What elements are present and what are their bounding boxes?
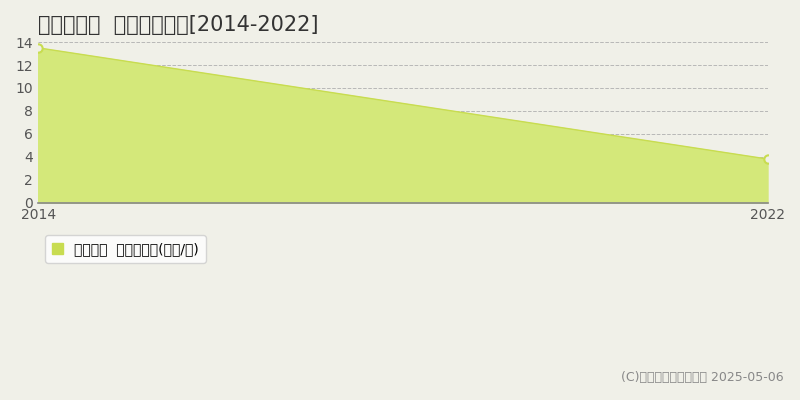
- Text: (C)土地価格ドットコム 2025-05-06: (C)土地価格ドットコム 2025-05-06: [622, 371, 784, 384]
- Text: 坂東市馬立  住宅価格推移[2014-2022]: 坂東市馬立 住宅価格推移[2014-2022]: [38, 15, 318, 35]
- Legend: 住宅価格  平均嵪単価(万円/嵪): 住宅価格 平均嵪単価(万円/嵪): [45, 235, 206, 263]
